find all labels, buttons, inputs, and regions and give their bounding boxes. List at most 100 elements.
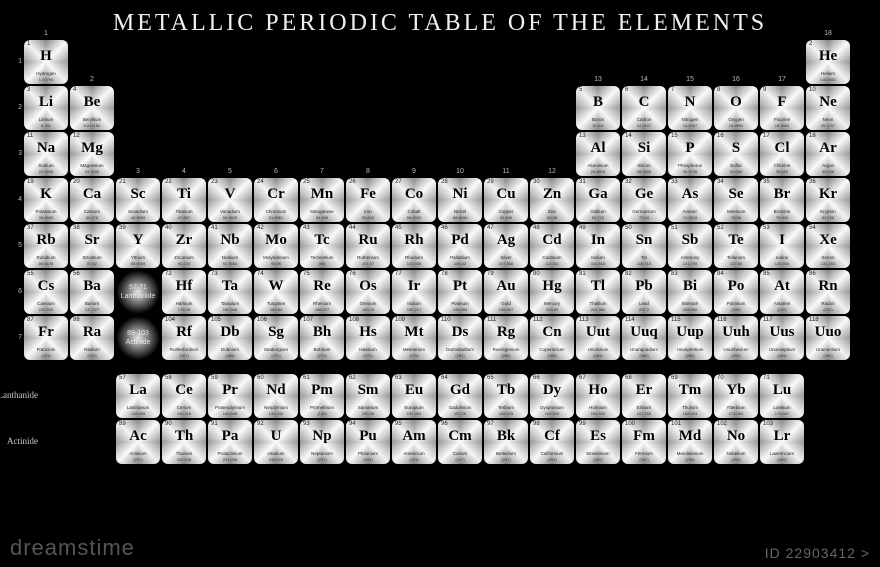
atomic-weight: 131.293	[806, 261, 850, 266]
element-name: Krypton	[806, 209, 850, 214]
atomic-number: 98	[533, 421, 540, 427]
atomic-number: 64	[441, 375, 448, 381]
element-cell-pr: 59PrPraseodymium140.908	[208, 374, 252, 418]
element-cell-th: 90ThThorium232.038	[162, 420, 206, 464]
element-name: Actinium	[116, 451, 160, 456]
atomic-weight: 162.500	[530, 411, 574, 416]
atomic-number: 75	[303, 271, 310, 277]
element-name: Indium	[576, 255, 620, 260]
element-cell-ga: 31GaGallium69.723	[576, 178, 620, 222]
element-name: Argon	[806, 163, 850, 168]
element-name: Aluminium	[576, 163, 620, 168]
element-name: Arsenic	[668, 209, 712, 214]
period-label-2: 2	[14, 104, 22, 111]
element-symbol: Re	[300, 278, 344, 295]
element-cell-yb: 70YbYtterbium173.054	[714, 374, 758, 418]
atomic-number: 66	[533, 375, 540, 381]
atomic-weight: (284)	[576, 353, 620, 358]
element-name: Rhenium	[300, 301, 344, 306]
element-cell-w: 74WTungsten183.84	[254, 270, 298, 314]
element-name: Rubidium	[24, 255, 68, 260]
atomic-weight: 167.259	[622, 411, 666, 416]
atomic-weight: (267)	[162, 353, 206, 358]
element-symbol: As	[668, 186, 712, 203]
atomic-number: 18	[809, 133, 816, 139]
element-name: Ununtrium	[576, 347, 620, 352]
element-symbol: Tb	[484, 382, 528, 399]
element-cell-np: 93NpNeptunium(237)	[300, 420, 344, 464]
element-cell-u: 92UUranium238.029	[254, 420, 298, 464]
element-symbol: Hs	[346, 324, 390, 341]
group-label-9: 9	[392, 168, 436, 175]
atomic-number: 101	[671, 421, 681, 427]
atomic-weight: 127.60	[714, 261, 758, 266]
element-name: Curium	[438, 451, 482, 456]
atomic-weight: 178.49	[162, 307, 206, 312]
atomic-weight: 39.0983	[24, 215, 68, 220]
atomic-number: 63	[395, 375, 402, 381]
element-symbol: Dy	[530, 382, 574, 399]
element-name: Niobium	[208, 255, 252, 260]
atomic-number: 116	[717, 317, 727, 323]
atomic-number: 95	[395, 421, 402, 427]
atomic-number: 33	[671, 179, 678, 185]
atomic-weight: 24.3050	[70, 169, 114, 174]
element-symbol: Si	[622, 140, 666, 157]
element-name: Chlorine	[760, 163, 804, 168]
element-name: Palladium	[438, 255, 482, 260]
element-cell-pt: 78PtPlatinum195.084	[438, 270, 482, 314]
atomic-weight: 195.084	[438, 307, 482, 312]
element-name: Selenium	[714, 209, 758, 214]
atomic-number: 78	[441, 271, 448, 277]
atomic-weight: 238.029	[254, 457, 298, 462]
group-label-13: 13	[576, 76, 620, 83]
element-name: Silver	[484, 255, 528, 260]
element-name: Calcium	[70, 209, 114, 214]
element-symbol: Db	[208, 324, 252, 341]
atomic-number: 117	[763, 317, 773, 323]
element-cell-al: 13AlAluminium26.9815	[576, 132, 620, 176]
element-cell-v: 23VVanadium50.9415	[208, 178, 252, 222]
atomic-weight: 101.07	[346, 261, 390, 266]
lanthanide-row-label: Lanthanide	[0, 390, 38, 400]
atomic-number: 43	[303, 225, 310, 231]
atomic-weight: 1.00794	[24, 77, 68, 82]
atomic-number: 113	[579, 317, 589, 323]
atomic-weight: (98)	[300, 261, 344, 266]
element-name: Fermium	[622, 451, 666, 456]
element-cell-dy: 66DyDysprosium162.500	[530, 374, 574, 418]
period-label-7: 7	[14, 334, 22, 341]
element-symbol: Es	[576, 428, 620, 445]
atomic-weight: (270)	[346, 353, 390, 358]
atomic-number: 91	[211, 421, 218, 427]
element-symbol: Be	[70, 94, 114, 111]
atomic-weight: 132.905	[24, 307, 68, 312]
element-name: Xenon	[806, 255, 850, 260]
atomic-number: 81	[579, 271, 586, 277]
element-symbol: Pr	[208, 382, 252, 399]
period-label-4: 4	[14, 196, 22, 203]
element-name: Ytterbium	[714, 405, 758, 410]
atomic-number: 73	[211, 271, 218, 277]
element-symbol: Os	[346, 278, 390, 295]
element-cell-na: 11NaSodium22.9898	[24, 132, 68, 176]
fblock-grid: 57LaLanthanum138.90558CeCerium140.11659P…	[116, 374, 856, 464]
element-name: Iridium	[392, 301, 436, 306]
atomic-weight: 6.941	[24, 123, 68, 128]
element-cell-n: 7NNitrogen14.0067	[668, 86, 712, 130]
atomic-weight: (252)	[576, 457, 620, 462]
element-cell-tl: 81TlThallium204.383	[576, 270, 620, 314]
element-cell-sm: 62SmSamarium150.36	[346, 374, 390, 418]
element-symbol: Sn	[622, 232, 666, 249]
element-cell-cu: 29CuCopper63.546	[484, 178, 528, 222]
element-symbol: Li	[24, 94, 68, 111]
atomic-weight: 112.411	[530, 261, 574, 266]
atomic-number: 5	[579, 87, 582, 93]
element-cell-re: 75ReRhenium186.207	[300, 270, 344, 314]
atomic-number: 83	[671, 271, 678, 277]
element-name: Hafnium	[162, 301, 206, 306]
atomic-weight: (259)	[714, 457, 758, 462]
element-name: Ununquadium	[622, 347, 666, 352]
element-name: Strontium	[70, 255, 114, 260]
element-name: Lithium	[24, 117, 68, 122]
